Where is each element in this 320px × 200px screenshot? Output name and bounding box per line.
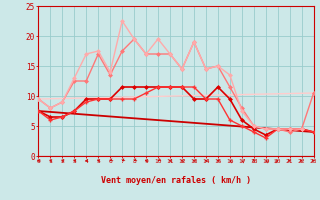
- X-axis label: Vent moyen/en rafales ( km/h ): Vent moyen/en rafales ( km/h ): [101, 176, 251, 185]
